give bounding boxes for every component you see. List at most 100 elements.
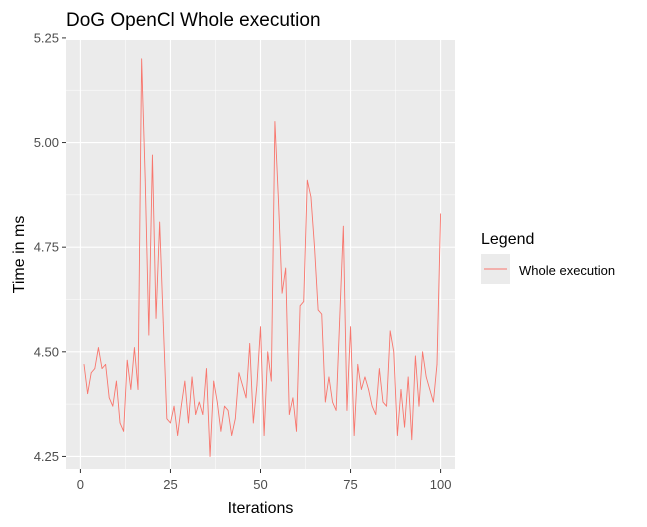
- data-point: [350, 326, 351, 328]
- data-point: [324, 401, 326, 403]
- data-point: [123, 430, 124, 432]
- data-point: [379, 368, 380, 369]
- y-axis-ticks: 4.25 4.50 4.75 5.00 5.25: [34, 30, 66, 464]
- data-point: [418, 405, 420, 407]
- x-axis-ticks: 0 25 50 75 100: [77, 469, 452, 492]
- data-point: [303, 301, 305, 302]
- data-point: [335, 410, 337, 411]
- y-tick-label: 4.75: [34, 240, 59, 255]
- data-point: [393, 351, 395, 353]
- data-point: [242, 384, 243, 386]
- legend: Legend Whole execution: [481, 231, 615, 284]
- data-point: [375, 414, 377, 415]
- data-point: [288, 414, 290, 415]
- data-point: [422, 351, 423, 353]
- data-point: [141, 58, 142, 60]
- data-point: [177, 435, 179, 436]
- data-point: [83, 364, 85, 365]
- data-point: [332, 401, 333, 403]
- data-point: [90, 372, 92, 374]
- data-point: [296, 430, 297, 432]
- series-points: [83, 58, 441, 457]
- data-point: [134, 347, 135, 348]
- data-point: [433, 401, 434, 403]
- data-point: [306, 179, 308, 181]
- y-tick-label: 4.25: [34, 449, 59, 464]
- data-point: [144, 179, 146, 181]
- data-point: [101, 368, 103, 369]
- data-point: [321, 313, 323, 315]
- data-point: [274, 121, 276, 122]
- data-point: [364, 376, 366, 378]
- data-point: [87, 393, 88, 395]
- data-point: [98, 347, 99, 348]
- data-point: [285, 267, 287, 269]
- x-tick-label: 75: [343, 477, 357, 492]
- data-point: [162, 322, 164, 323]
- data-point: [166, 418, 168, 420]
- data-point: [195, 414, 197, 415]
- y-axis-title: Time in ms: [11, 216, 28, 294]
- chart-title: DoG OpenCl Whole execution: [66, 10, 321, 31]
- x-tick-label: 100: [430, 477, 452, 492]
- data-point: [407, 376, 409, 378]
- data-point: [342, 225, 344, 227]
- data-point: [159, 221, 160, 223]
- x-axis-title: Iterations: [228, 500, 294, 517]
- y-tick-label: 4.50: [34, 344, 59, 359]
- x-tick-label: 50: [253, 477, 267, 492]
- data-point: [108, 397, 110, 399]
- data-point: [94, 368, 96, 369]
- data-point: [220, 430, 222, 432]
- x-tick-label: 0: [77, 477, 84, 492]
- data-point: [234, 418, 236, 420]
- data-point: [202, 414, 204, 415]
- data-point: [314, 246, 315, 248]
- data-point: [339, 317, 341, 319]
- data-point: [116, 380, 117, 382]
- data-point: [415, 355, 416, 357]
- data-point: [382, 401, 384, 403]
- y-tick-label: 5.25: [34, 30, 59, 45]
- data-point: [361, 389, 362, 390]
- x-tick-label: 25: [163, 477, 177, 492]
- data-point: [281, 292, 283, 294]
- data-point: [148, 334, 150, 336]
- data-point: [216, 401, 218, 403]
- data-point: [256, 384, 258, 386]
- data-point: [249, 343, 251, 344]
- data-point: [397, 435, 398, 436]
- data-point: [425, 376, 427, 378]
- data-point: [130, 389, 132, 390]
- series-line-whole-execution: [83, 58, 442, 457]
- data-point: [400, 389, 402, 390]
- data-point: [180, 405, 182, 407]
- data-point: [126, 359, 128, 361]
- data-point: [224, 405, 225, 407]
- data-point: [245, 397, 247, 399]
- data-point: [119, 422, 121, 424]
- data-point: [231, 435, 233, 436]
- data-point: [357, 364, 359, 365]
- data-point: [152, 154, 153, 156]
- legend-label-whole-execution: Whole execution: [519, 263, 615, 278]
- data-point: [213, 380, 215, 382]
- data-point: [328, 376, 330, 378]
- data-point: [411, 439, 413, 441]
- data-point: [112, 405, 114, 407]
- data-point: [404, 426, 405, 428]
- data-point: [346, 410, 348, 411]
- data-point: [292, 397, 294, 399]
- data-point: [278, 200, 279, 202]
- data-point: [238, 372, 240, 374]
- data-point: [260, 326, 261, 328]
- legend-title: Legend: [481, 231, 534, 248]
- major-gridlines: [66, 37, 455, 469]
- data-point: [173, 405, 175, 407]
- data-point: [184, 380, 186, 382]
- data-point: [105, 364, 106, 365]
- data-point: [206, 368, 207, 369]
- data-point: [386, 405, 387, 407]
- data-point: [170, 422, 171, 424]
- data-point: [299, 305, 301, 307]
